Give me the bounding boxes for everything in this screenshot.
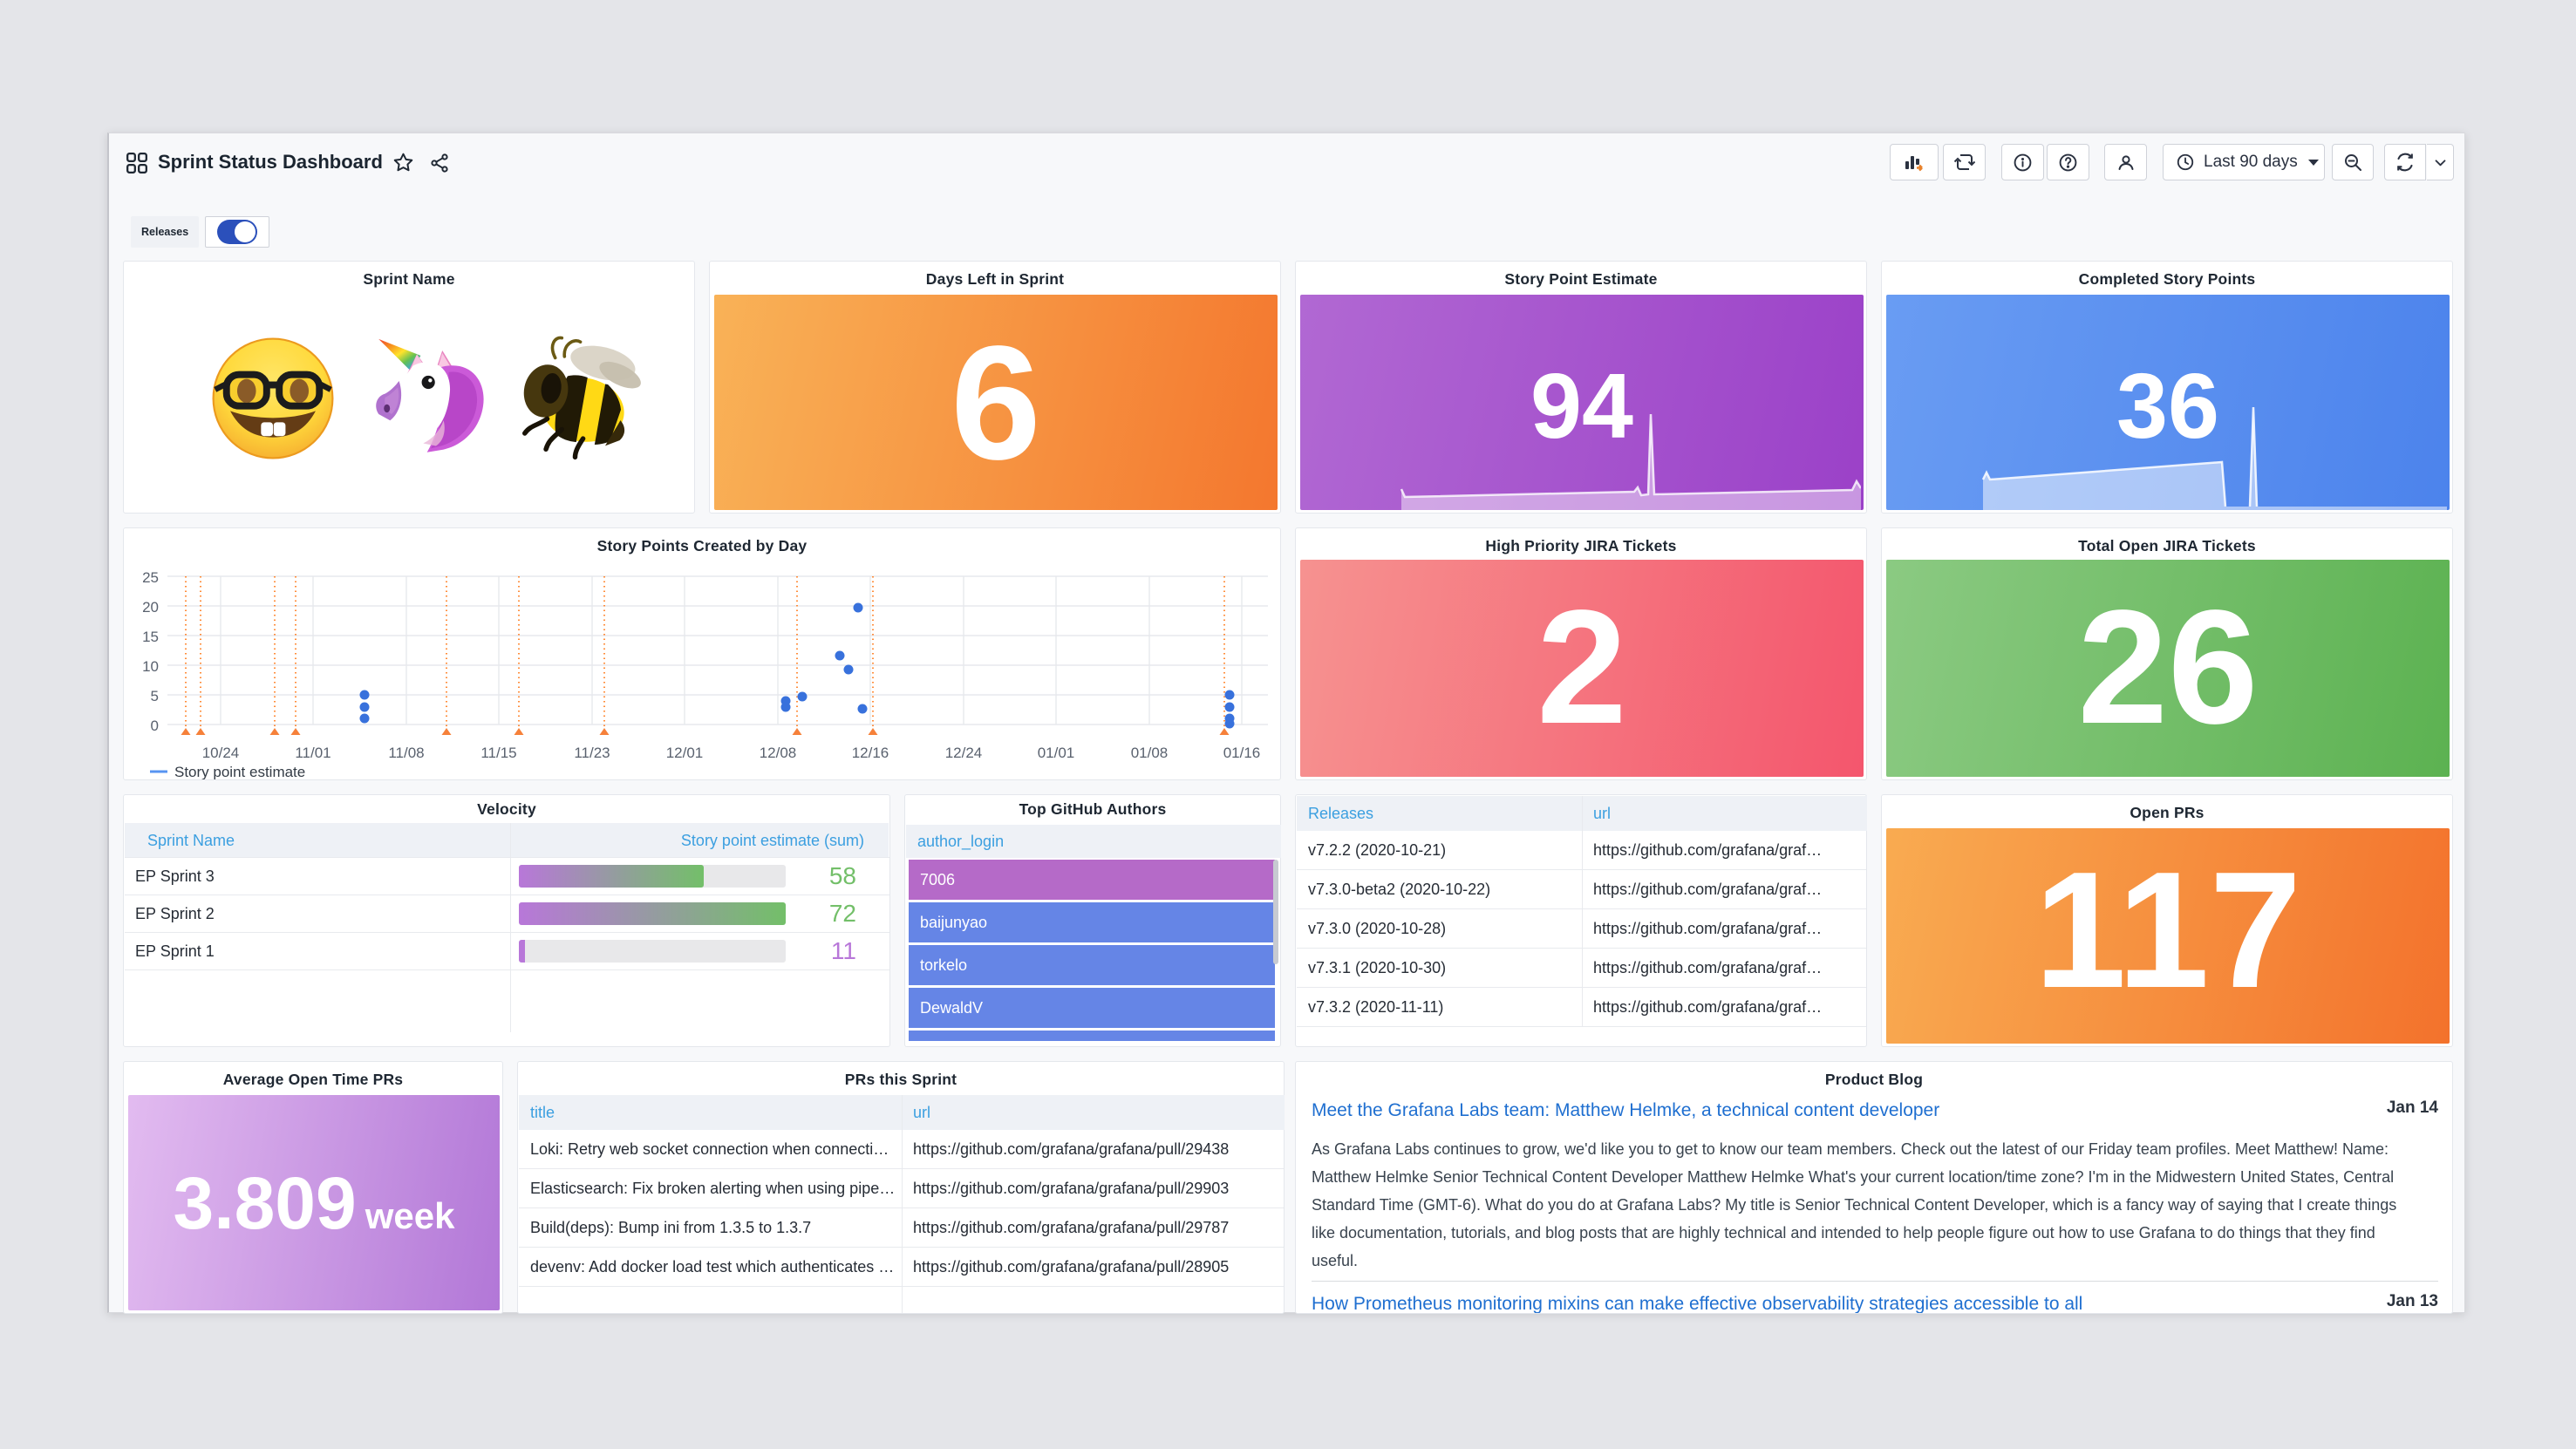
svg-text:01/16: 01/16 xyxy=(1223,745,1261,761)
svg-text:11/01: 11/01 xyxy=(295,745,331,761)
svg-text:12/16: 12/16 xyxy=(852,745,889,761)
svg-text:11/08: 11/08 xyxy=(388,745,424,761)
svg-text:10/24: 10/24 xyxy=(202,745,240,761)
svg-text:Story point estimate: Story point estimate xyxy=(174,764,305,779)
svg-text:15: 15 xyxy=(142,629,159,645)
svg-text:10: 10 xyxy=(142,658,159,675)
svg-text:12/24: 12/24 xyxy=(945,745,983,761)
svg-text:5: 5 xyxy=(151,688,159,704)
svg-text:20: 20 xyxy=(142,599,159,616)
svg-text:25: 25 xyxy=(142,569,159,586)
svg-text:12/08: 12/08 xyxy=(760,745,797,761)
svg-text:01/08: 01/08 xyxy=(1131,745,1169,761)
svg-text:11/23: 11/23 xyxy=(574,745,610,761)
svg-text:01/01: 01/01 xyxy=(1038,745,1075,761)
svg-text:11/15: 11/15 xyxy=(480,745,516,761)
svg-text:0: 0 xyxy=(151,718,159,734)
svg-text:12/01: 12/01 xyxy=(666,745,704,761)
